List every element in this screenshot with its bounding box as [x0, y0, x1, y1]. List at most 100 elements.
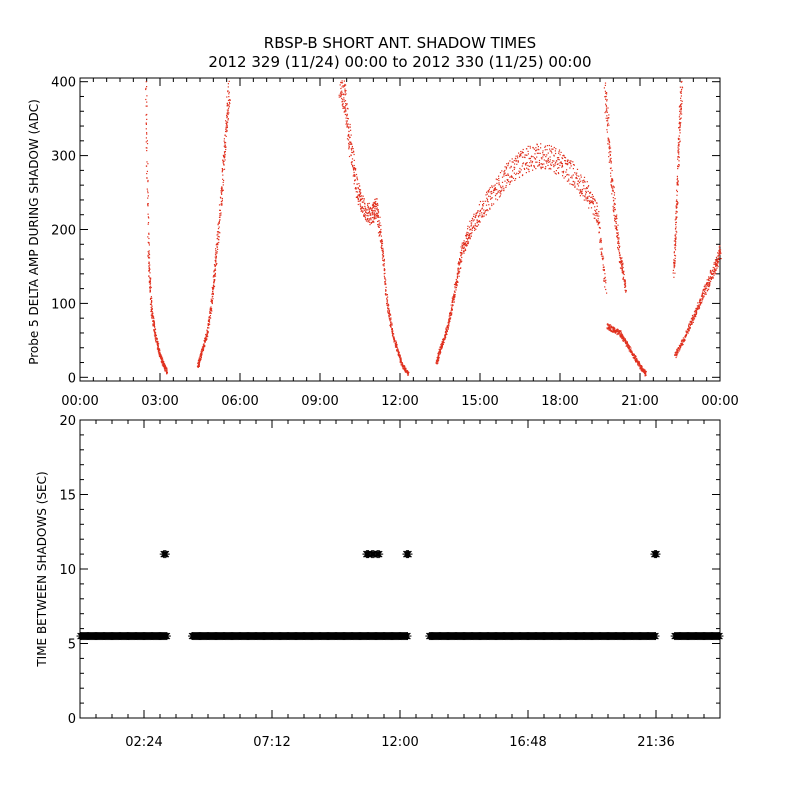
top-data-point — [678, 153, 680, 155]
top-data-point — [603, 269, 605, 271]
top-data-point — [585, 191, 587, 194]
top-data-point — [463, 240, 465, 242]
top-data-point — [228, 106, 230, 108]
top-data-point — [485, 194, 487, 196]
top-data-point — [155, 340, 157, 342]
top-data-point — [558, 172, 560, 175]
top-data-point — [224, 146, 226, 148]
top-data-point — [595, 210, 597, 212]
top-data-point — [348, 142, 350, 144]
top-data-point — [147, 236, 149, 238]
top-data-point — [498, 179, 500, 182]
top-data-point — [608, 139, 610, 141]
top-data-point — [214, 269, 217, 271]
top-data-point — [463, 242, 465, 245]
top-data-point — [540, 147, 542, 149]
top-data-point — [344, 91, 346, 93]
top-data-point — [487, 201, 489, 203]
top-data-point — [589, 202, 591, 204]
top-data-point — [530, 165, 532, 167]
top-data-point — [149, 298, 152, 300]
top-data-point — [613, 204, 615, 206]
top-data-point — [615, 218, 617, 220]
top-data-point — [680, 111, 682, 113]
top-data-point — [604, 273, 606, 275]
top-data-point — [452, 296, 454, 298]
top-data-point — [602, 264, 604, 266]
top-data-point — [688, 329, 690, 331]
top-data-point — [676, 203, 678, 206]
top-data-point — [206, 338, 208, 340]
top-data-point — [716, 267, 718, 269]
top-data-point — [570, 165, 572, 167]
top-data-point — [459, 261, 461, 263]
top-data-point — [678, 164, 680, 166]
top-data-point — [680, 122, 682, 124]
top-data-point — [583, 185, 585, 187]
top-data-point — [453, 293, 455, 295]
top-data-point — [559, 154, 561, 156]
top-data-point — [717, 262, 719, 264]
top-data-point — [211, 302, 213, 305]
top-data-point — [146, 86, 148, 88]
top-data-point — [145, 88, 147, 91]
top-data-point — [482, 204, 484, 206]
top-data-point — [353, 169, 355, 171]
top-data-point — [707, 278, 710, 280]
top-data-point — [583, 188, 585, 190]
top-data-point — [463, 250, 466, 252]
top-data-point — [611, 179, 614, 181]
top-data-point — [524, 154, 526, 156]
top-data-point — [490, 198, 492, 200]
top-data-point — [368, 218, 370, 220]
top-data-point — [687, 332, 689, 334]
top-data-point — [212, 287, 214, 289]
top-data-point — [370, 222, 372, 224]
top-data-point — [544, 149, 546, 151]
top-data-point — [701, 300, 703, 302]
top-data-point — [486, 200, 488, 202]
top-data-point — [150, 302, 152, 304]
top-data-point — [614, 218, 616, 220]
top-data-point — [532, 156, 534, 158]
top-data-point — [483, 215, 485, 217]
top-data-point — [447, 322, 450, 324]
top-data-point — [602, 257, 605, 259]
top-data-point — [457, 267, 459, 269]
top-data-point — [545, 156, 547, 158]
top-data-point — [546, 149, 548, 151]
top-data-point — [435, 362, 437, 364]
top-data-point — [561, 163, 563, 165]
top-data-point — [146, 143, 149, 145]
top-data-point — [628, 345, 630, 347]
top-data-point — [528, 171, 530, 173]
top-data-point — [214, 256, 216, 258]
top-data-point — [575, 173, 577, 175]
top-data-point — [635, 358, 637, 360]
top-data-point — [346, 126, 348, 128]
top-data-point — [691, 322, 693, 324]
top-data-point — [616, 333, 618, 336]
top-data-point — [677, 147, 679, 149]
top-data-point — [610, 326, 612, 328]
top-data-point — [709, 272, 711, 274]
top-data-point — [613, 329, 615, 331]
top-data-point — [457, 273, 459, 275]
top-data-point — [479, 213, 481, 215]
top-data-point — [500, 191, 502, 193]
top-data-point — [618, 242, 620, 244]
top-data-point — [527, 168, 529, 170]
top-data-point — [357, 187, 359, 189]
top-data-point — [166, 373, 168, 375]
top-data-point — [679, 132, 681, 134]
top-data-point — [459, 258, 461, 260]
top-data-point — [711, 273, 713, 275]
top-data-point — [504, 166, 506, 168]
top-data-point — [695, 313, 697, 315]
top-data-point — [615, 217, 617, 219]
top-data-point — [388, 311, 390, 313]
top-data-point — [217, 235, 219, 237]
top-data-point — [677, 202, 679, 204]
top-data-point — [373, 212, 375, 214]
